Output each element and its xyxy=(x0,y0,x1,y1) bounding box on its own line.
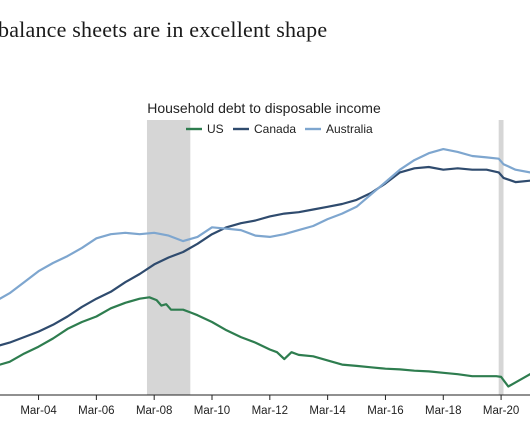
series-line-us xyxy=(0,296,530,388)
headline: balance sheets are in excellent shape xyxy=(0,17,328,42)
chart-title: Household debt to disposable income xyxy=(147,100,381,116)
recession-band-2 xyxy=(498,120,504,395)
legend-label-australia: Australia xyxy=(326,122,373,136)
recession-shading-layer xyxy=(146,120,504,395)
x-tick-label: Mar-10 xyxy=(194,405,230,417)
x-tick-label: Mar-16 xyxy=(367,405,403,417)
x-ticks: Mar-04 Mar-06 Mar-08 Mar-10 Mar-12 Mar-14 Mar-… xyxy=(20,395,519,417)
x-tick-label: Mar-14 xyxy=(309,405,346,417)
x-tick-label: Mar-20 xyxy=(483,405,519,417)
x-tick-label: Mar-04 xyxy=(20,405,57,417)
x-tick-label: Mar-08 xyxy=(136,405,172,417)
series-line-canada xyxy=(0,165,530,347)
legend-label-canada: Canada xyxy=(254,122,296,136)
x-tick-label: Mar-06 xyxy=(78,405,114,417)
legend: US Canada Australia xyxy=(186,122,373,136)
x-tick-label: Mar-18 xyxy=(425,405,461,417)
x-tick-label: Mar-12 xyxy=(252,405,288,417)
series-line-australia xyxy=(0,148,530,300)
series-layer xyxy=(0,148,530,388)
legend-label-us: US xyxy=(207,122,224,136)
